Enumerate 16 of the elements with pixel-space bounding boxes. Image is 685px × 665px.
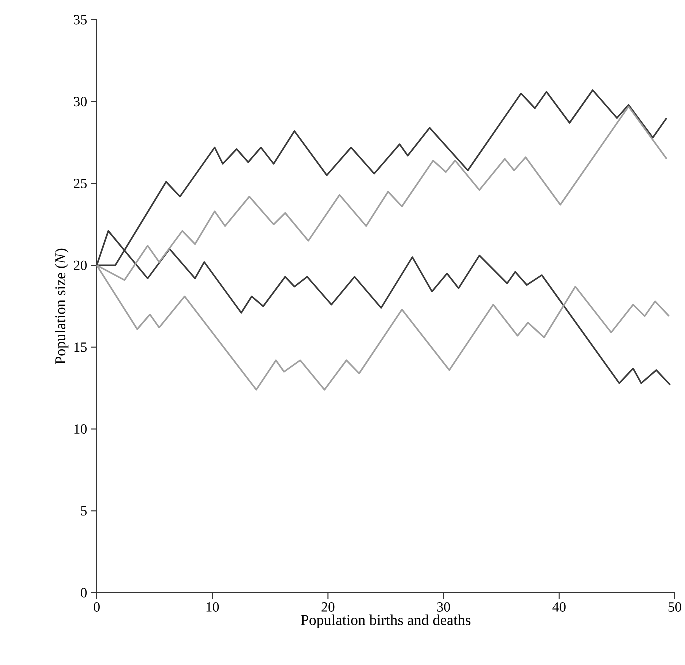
y-tick-label: 30 [74, 97, 87, 107]
x-tick-label: 20 [322, 602, 335, 612]
y-tick-label: 15 [74, 342, 87, 352]
y-tick-label: 5 [81, 506, 87, 516]
x-tick-label: 40 [552, 602, 566, 612]
x-axis-title: Population births and deaths [301, 614, 471, 628]
y-tick-label: 35 [74, 15, 87, 25]
y-tick-label: 10 [74, 424, 87, 434]
y-tick-label: 25 [74, 179, 87, 188]
x-tick-label: 50 [668, 602, 682, 612]
x-tick-label: 30 [437, 602, 450, 612]
y-tick-label: 20 [74, 260, 87, 270]
x-tick-label: 0 [94, 602, 100, 612]
x-tick-label: 10 [206, 602, 220, 612]
y-tick-label: 0 [81, 588, 87, 598]
y-axis-title: Population size (N) [55, 248, 69, 364]
